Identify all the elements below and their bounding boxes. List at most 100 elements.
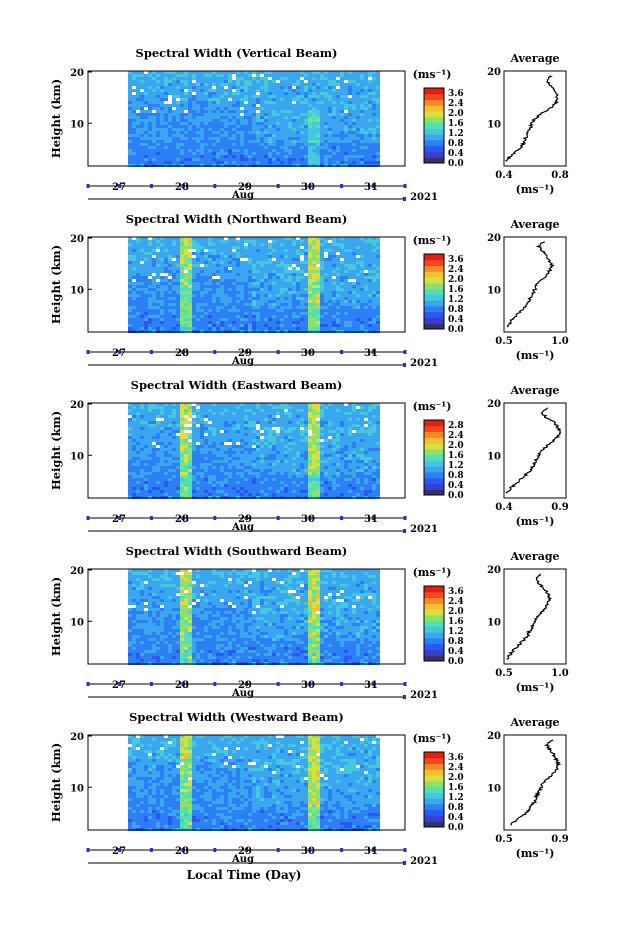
average-y-tick-label: 20	[487, 233, 501, 244]
heatmap-frame	[87, 568, 406, 665]
month-axis-end	[403, 529, 406, 533]
colorbar-swatch	[424, 786, 444, 793]
colorbar-unit: (ms⁻¹)	[413, 566, 452, 579]
colorbar-swatch	[424, 769, 444, 776]
time-tick	[308, 516, 312, 520]
average-y-tick-label: 20	[487, 67, 501, 78]
colorbar-swatch	[424, 443, 444, 450]
time-tick	[371, 184, 375, 188]
time-tick	[276, 516, 280, 520]
colorbar-swatch	[424, 116, 444, 124]
average-title: Average	[509, 218, 559, 231]
average-x-tick-label: 0.4	[495, 170, 512, 181]
colorbar-unit: (ms⁻¹)	[413, 234, 452, 247]
time-tick	[181, 350, 185, 354]
colorbar-unit: (ms⁻¹)	[413, 732, 452, 745]
time-tick	[245, 516, 248, 520]
time-tick	[118, 848, 122, 852]
time-tick	[403, 184, 407, 188]
time-tick	[213, 848, 217, 852]
heatmap-cells	[128, 735, 380, 831]
average-x-tick-label: 0.5	[495, 834, 512, 845]
y-tick-label: 20	[70, 234, 84, 245]
average-x-tick-label: 0.4	[495, 502, 512, 513]
colorbar-tick-label: 2.0	[448, 441, 464, 451]
colorbar-swatch	[424, 305, 444, 313]
panel-3: Spectral Width (Eastward Beam) Height (km…	[49, 378, 569, 535]
colorbar-swatch	[424, 448, 444, 456]
average-title: Average	[509, 550, 559, 563]
colorbar-tick-label: 1.6	[448, 783, 464, 793]
colorbar-tick-label: 0.4	[448, 149, 464, 159]
month-label: Aug	[231, 190, 254, 201]
month-axis-end	[403, 861, 406, 865]
colorbar-swatch	[424, 815, 444, 822]
x-tick-label: 29	[238, 680, 252, 691]
time-tick	[118, 350, 122, 354]
x-tick-label: 31	[364, 182, 378, 193]
colorbar-tick-label: 0.0	[448, 159, 464, 169]
colorbar-swatch	[424, 643, 444, 650]
colorbar-swatch	[424, 93, 444, 101]
colorbar-tick-label: 1.6	[448, 617, 464, 627]
colorbar-swatch	[424, 649, 444, 656]
time-tick	[276, 350, 280, 354]
time-tick	[308, 350, 312, 354]
panel-2: Spectral Width (Northward Beam) Height (k…	[49, 212, 569, 369]
month-axis-end	[403, 363, 406, 367]
x-tick-label: 28	[175, 514, 189, 525]
average-x-tick-label: 0.9	[551, 834, 568, 845]
colorbar-tick-label: 1.2	[448, 461, 464, 471]
time-tick	[181, 682, 185, 686]
x-tick-label: 30	[301, 846, 315, 857]
colorbar-tick-label: 2.4	[448, 763, 464, 773]
y-tick-label: 10	[70, 285, 84, 296]
colorbar-swatch	[424, 460, 444, 467]
average-y-tick-label: 20	[487, 399, 501, 410]
average-frame	[503, 568, 567, 665]
time-tick	[340, 848, 344, 852]
time-tick	[213, 350, 217, 354]
time-tick	[86, 350, 90, 354]
colorbar-swatch	[424, 780, 444, 788]
y-axis-label: Height (km)	[49, 245, 63, 324]
colorbar-swatch	[424, 294, 444, 301]
colorbar-frame	[423, 253, 445, 330]
time-tick	[181, 516, 185, 520]
colorbar-swatch	[424, 454, 444, 461]
time-tick	[340, 682, 344, 686]
colorbar-tick-label: 1.6	[448, 119, 464, 129]
heatmap-frame	[87, 70, 406, 167]
x-tick-label: 27	[112, 182, 126, 193]
y-axis-label: Height (km)	[49, 743, 63, 822]
time-tick	[245, 350, 248, 354]
colorbar-swatch	[424, 300, 444, 307]
colorbar-frame	[423, 751, 445, 828]
time-tick	[149, 682, 153, 686]
colorbar-swatch	[424, 288, 444, 295]
y-tick-label: 10	[70, 119, 84, 130]
colorbar-tick-label: 3.6	[448, 753, 464, 763]
colorbar-tick-label: 1.2	[448, 129, 464, 139]
colorbar-tick-label: 2.0	[448, 607, 464, 617]
time-tick	[213, 682, 217, 686]
colorbar-swatch	[424, 134, 444, 141]
colorbar-swatch	[424, 323, 444, 330]
average-y-tick-label: 10	[487, 285, 501, 296]
time-tick	[86, 682, 90, 686]
colorbar-swatch	[424, 489, 444, 496]
time-tick	[308, 184, 312, 188]
colorbar-tick-label: 0.8	[448, 305, 464, 315]
colorbar-swatch	[424, 477, 444, 484]
colorbar-tick-label: 1.2	[448, 627, 464, 637]
time-tick	[371, 516, 375, 520]
time-tick	[149, 184, 153, 188]
average-x-label: (ms⁻¹)	[516, 349, 555, 362]
colorbar-swatch	[424, 311, 444, 318]
x-tick-label: 29	[238, 348, 252, 359]
average-x-label: (ms⁻¹)	[516, 681, 555, 694]
colorbar-swatch	[424, 157, 444, 164]
average-x-tick-label: 0.5	[495, 336, 512, 347]
year-label: 2021	[410, 358, 438, 369]
heatmap-cells	[128, 403, 380, 499]
